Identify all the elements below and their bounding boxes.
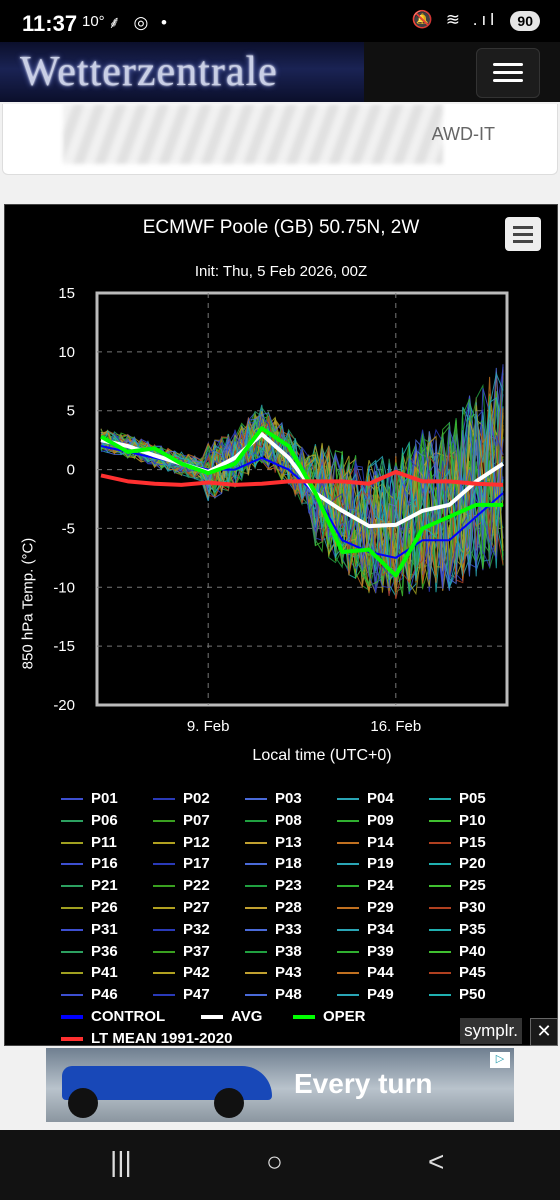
site-logo[interactable]: Wetterzentrale — [0, 42, 364, 102]
x-tick-label: 16. Feb — [370, 718, 421, 735]
ad-brand[interactable]: symplr. — [460, 1018, 522, 1044]
status-bar: 11:37 10° ⸙ ◎ • 🔕 ≋ .ıl 90 — [0, 0, 560, 42]
ad-card[interactable]: AWD-IT — [2, 104, 558, 175]
ensemble-member-line — [100, 405, 504, 581]
y-tick-label: -5 — [62, 520, 75, 537]
series-line-oper — [100, 426, 503, 578]
chart-title: ECMWF Poole (GB) 50.75N, 2W — [142, 217, 420, 238]
close-icon[interactable]: ✕ — [530, 1018, 558, 1046]
y-tick-label: 0 — [67, 462, 75, 479]
system-icons: 🔕 ≋ .ıl — [411, 10, 498, 29]
ensemble-member-line — [100, 412, 504, 585]
home-button[interactable]: ○ — [266, 1146, 283, 1177]
recent-apps-button[interactable]: ||| — [110, 1146, 132, 1177]
ensemble-chart: 15 10 5 0 -5 -10 -15 -20 9. Feb 16. Feb Local time… — [53, 285, 509, 764]
y-axis-label: 850 hPa Temp. (°C) — [19, 537, 37, 670]
chart-menu-icon[interactable] — [505, 217, 541, 251]
notification-icons: ⸙ ◎ • — [108, 13, 171, 32]
blurred-image — [63, 104, 443, 164]
plot-area — [95, 291, 509, 707]
x-tick-label: 9. Feb — [187, 718, 230, 735]
play-icon[interactable]: ▷ — [490, 1052, 510, 1068]
hamburger-icon[interactable] — [476, 48, 540, 98]
navigation-bar: ||| ○ < — [0, 1130, 560, 1200]
weather-temp: 10° — [82, 13, 105, 30]
series-line-avg — [100, 432, 505, 529]
site-header: Wetterzentrale — [0, 42, 560, 102]
back-button[interactable]: < — [428, 1146, 445, 1177]
y-tick-label: 15 — [58, 285, 75, 302]
ad-banner[interactable]: Every turn ▷ — [46, 1048, 514, 1122]
chart-subtitle: Init: Thu, 5 Feb 2026, 00Z — [194, 263, 368, 280]
chart-panel: 15 10 5 0 -5 -10 -15 -20 9. Feb 16. Feb Local time… — [4, 204, 558, 1046]
series-line-lt-mean-1991-2020 — [100, 469, 504, 487]
logo-text: Wetterzentrale — [20, 49, 278, 95]
y-tick-label: -15 — [53, 638, 75, 655]
y-tick-label: -10 — [53, 579, 75, 596]
ensemble-member-line — [100, 408, 504, 593]
x-axis-label: Local time (UTC+0) — [252, 747, 391, 764]
clock: 11:37 — [22, 11, 78, 36]
ad-slogan: Every turn — [294, 1068, 433, 1099]
battery-icon: 90 — [510, 11, 540, 31]
card-label: AWD-IT — [431, 124, 495, 144]
y-tick-label: -20 — [53, 697, 75, 714]
y-tick-label: 10 — [58, 344, 75, 361]
y-tick-label: 5 — [67, 403, 75, 420]
